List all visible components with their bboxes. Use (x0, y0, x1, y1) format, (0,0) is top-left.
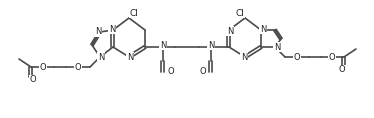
Text: Cl: Cl (129, 8, 138, 17)
Text: N: N (109, 25, 115, 34)
Text: O: O (329, 53, 335, 61)
Text: N: N (160, 40, 166, 49)
Text: O: O (200, 67, 206, 76)
Text: N: N (274, 42, 280, 51)
Text: O: O (294, 53, 300, 61)
Text: O: O (168, 67, 174, 76)
Text: O: O (40, 63, 46, 72)
Text: Cl: Cl (236, 8, 245, 17)
Text: N: N (208, 40, 214, 49)
Text: N: N (260, 25, 266, 34)
Text: O: O (75, 63, 81, 72)
Text: N: N (227, 27, 233, 36)
Text: O: O (30, 76, 36, 84)
Text: N: N (98, 53, 104, 61)
Text: N: N (95, 27, 101, 36)
Text: N: N (241, 53, 247, 61)
Text: N: N (127, 53, 133, 61)
Text: O: O (339, 65, 345, 74)
